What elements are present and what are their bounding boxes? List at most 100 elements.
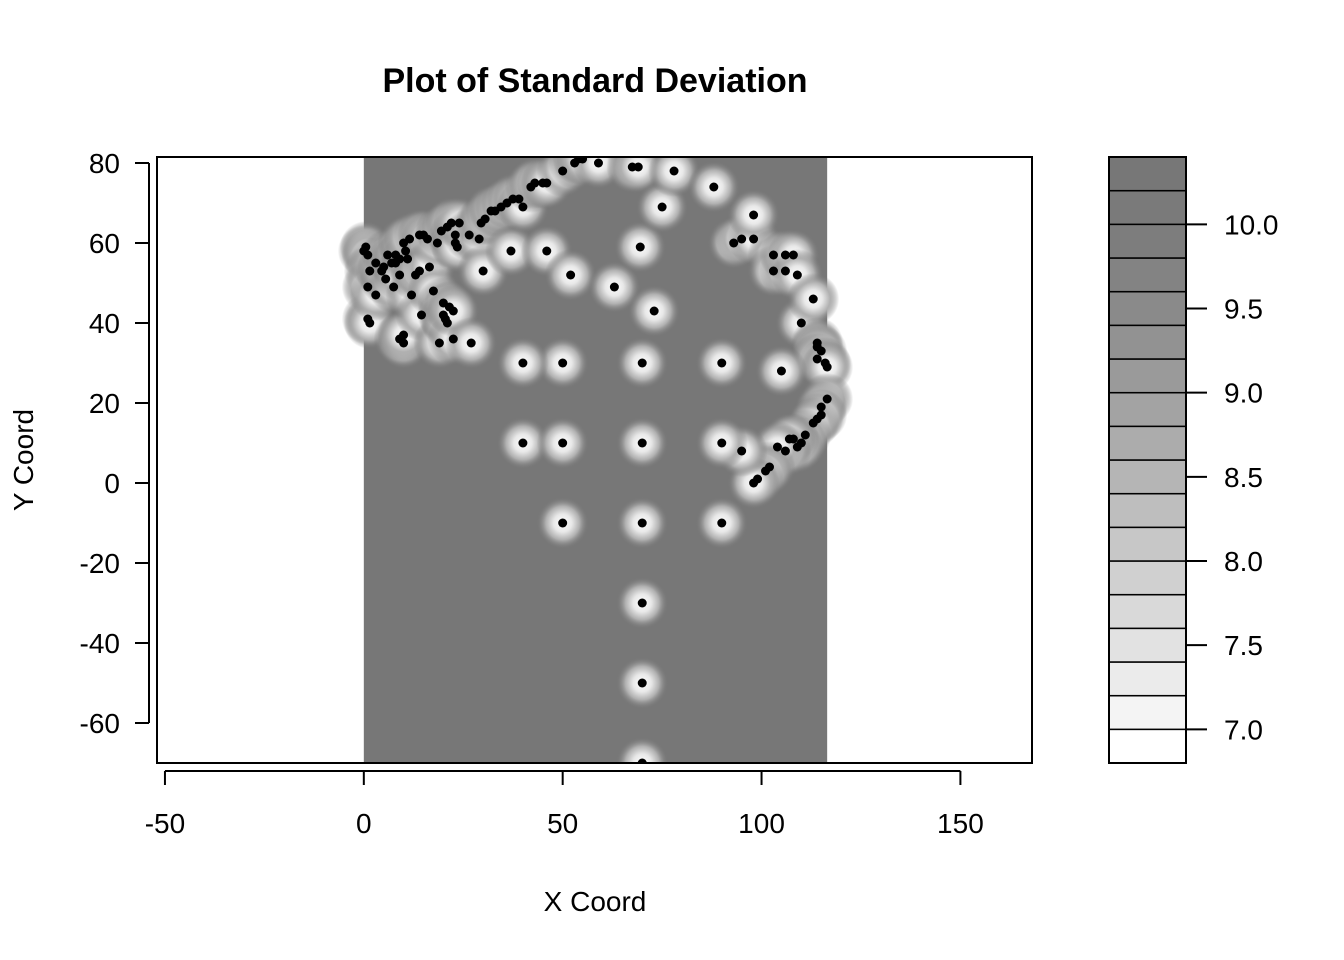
data-point <box>405 234 415 244</box>
colorbar-bin <box>1108 391 1187 428</box>
data-point <box>399 338 409 348</box>
colorbar-tick-label: 9.0 <box>1224 378 1263 409</box>
data-point <box>383 250 393 260</box>
data-point <box>542 246 552 256</box>
data-point <box>365 266 375 276</box>
data-point <box>450 230 460 240</box>
y-axis: 80 60 40 20 0 -20 -40 -60 <box>80 148 150 739</box>
data-point <box>768 266 778 276</box>
colorbar-bin <box>1108 661 1187 697</box>
colorbar-bin <box>1108 593 1187 630</box>
colorbar-tick-label: 7.0 <box>1224 714 1263 745</box>
data-point <box>649 306 659 316</box>
x-tick-label: -50 <box>145 808 185 839</box>
sd-halo <box>616 737 669 763</box>
data-point <box>407 290 417 300</box>
data-point <box>822 362 832 372</box>
data-point <box>379 262 389 272</box>
data-point <box>480 214 490 224</box>
data-point <box>776 366 786 376</box>
data-point <box>816 346 826 356</box>
data-point <box>416 310 426 320</box>
data-point <box>729 238 739 248</box>
data-point <box>446 218 456 228</box>
colorbar-bin <box>1108 324 1187 360</box>
sd-halo-layer <box>337 157 854 763</box>
colorbar-tick-label: 8.5 <box>1224 462 1263 493</box>
x-tick-label: 100 <box>738 808 785 839</box>
data-point <box>657 202 667 212</box>
data-point <box>365 318 375 328</box>
data-point <box>637 358 647 368</box>
data-point <box>371 290 381 300</box>
data-point <box>518 202 528 212</box>
colorbar-bin <box>1108 694 1187 731</box>
data-point <box>709 182 719 192</box>
y-tick-label: 80 <box>89 148 120 179</box>
colorbar-bin <box>1108 425 1187 461</box>
data-point <box>800 430 810 440</box>
y-tick-label: 20 <box>89 388 120 419</box>
colorbar: 10.0 9.5 9.0 8.5 8.0 7.5 7.0 <box>1108 156 1279 764</box>
sd-halo <box>648 157 701 197</box>
data-point <box>633 162 643 172</box>
data-point <box>389 282 399 292</box>
data-point <box>558 438 568 448</box>
data-point <box>792 442 802 452</box>
plot-area <box>337 157 854 763</box>
y-axis-label: Y Coord <box>8 409 39 511</box>
data-point <box>395 254 405 264</box>
colorbar-bin <box>1108 257 1187 293</box>
data-point <box>395 270 405 280</box>
data-point <box>637 678 647 688</box>
x-tick-label: 0 <box>356 808 372 839</box>
data-point <box>401 246 411 256</box>
data-point <box>717 358 727 368</box>
data-point <box>768 250 778 260</box>
data-point <box>466 338 476 348</box>
colorbar-bin <box>1108 526 1187 562</box>
y-tick-label: -60 <box>80 708 120 739</box>
colorbar-tick-label: 7.5 <box>1224 630 1263 661</box>
data-point <box>609 282 619 292</box>
colorbar-bin <box>1108 189 1187 226</box>
data-point <box>669 166 679 176</box>
y-tick-label: -40 <box>80 628 120 659</box>
data-point <box>542 178 552 188</box>
y-tick-label: 40 <box>89 308 120 339</box>
data-point <box>808 418 818 428</box>
data-point <box>381 274 391 284</box>
plot-frame <box>156 156 1033 764</box>
colorbar-tick-label: 9.5 <box>1224 294 1263 325</box>
colorbar-bin <box>1108 560 1187 596</box>
data-point <box>518 438 528 448</box>
colorbar-bin <box>1108 290 1187 327</box>
data-point <box>637 758 647 763</box>
y-tick-label: 60 <box>89 228 120 259</box>
data-point <box>796 318 806 328</box>
colorbar-bin <box>1108 492 1187 529</box>
data-point <box>442 318 452 328</box>
data-point <box>424 262 434 272</box>
data-point <box>434 338 444 348</box>
data-point <box>428 286 438 296</box>
data-point <box>474 234 484 244</box>
data-point <box>816 410 826 420</box>
data-point <box>780 266 790 276</box>
data-point <box>749 234 759 244</box>
data-point <box>415 266 424 276</box>
data-point <box>812 354 822 364</box>
y-tick-label: -20 <box>80 548 120 579</box>
x-axis-label: X Coord <box>544 886 647 917</box>
colorbar-bin <box>1108 627 1187 663</box>
data-point <box>780 250 790 260</box>
data-point <box>749 478 759 488</box>
data-point <box>788 250 798 260</box>
data-point <box>808 294 818 304</box>
data-point <box>637 438 647 448</box>
colorbar-bin <box>1108 223 1187 259</box>
data-point <box>558 358 568 368</box>
chart-title: Plot of Standard Deviation <box>382 62 807 100</box>
colorbar-frame <box>1108 156 1187 764</box>
